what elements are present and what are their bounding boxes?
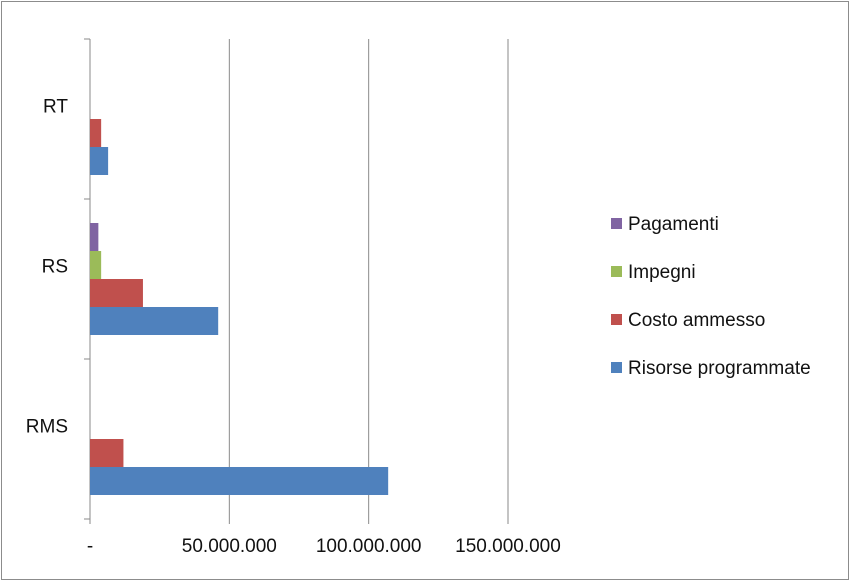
x-tick-label: 100.000.000 (316, 536, 422, 557)
x-tick-label: 50.000.000 (182, 536, 277, 557)
category-label: RMS (26, 417, 68, 438)
bar (90, 467, 389, 495)
legend-swatch (611, 266, 622, 277)
legend-swatch (611, 362, 622, 373)
legend-label: Impegni (628, 262, 696, 283)
bar (90, 147, 109, 175)
legend-label: Costo ammesso (628, 310, 765, 331)
legend-label: Risorse programmate (628, 358, 811, 379)
bar (90, 119, 102, 147)
category-label: RS (42, 257, 68, 278)
x-tick-label: - (87, 536, 93, 557)
bar (90, 307, 219, 335)
bar (90, 439, 124, 467)
bar (90, 223, 99, 251)
legend-swatch (611, 314, 622, 325)
category-label: RT (43, 97, 68, 118)
bar (90, 279, 143, 307)
bar (90, 251, 102, 279)
x-tick-label: 150.000.000 (455, 536, 561, 557)
legend-swatch (611, 218, 622, 229)
legend-label: Pagamenti (628, 214, 719, 235)
